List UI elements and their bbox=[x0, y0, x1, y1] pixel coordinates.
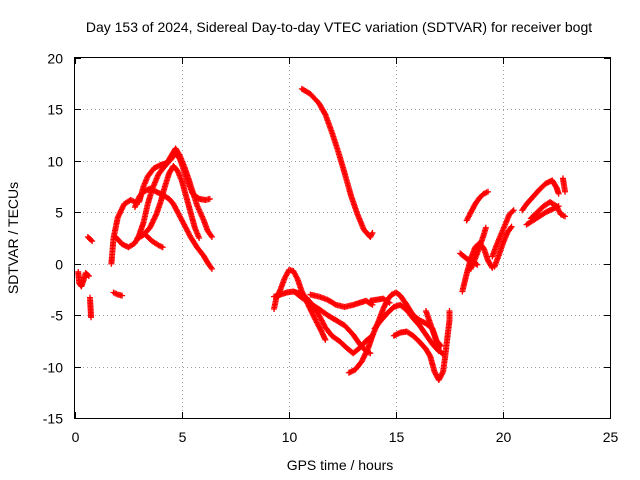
y-tick-label: 15 bbox=[47, 102, 63, 118]
plot-frame bbox=[74, 57, 611, 419]
data-point bbox=[562, 188, 569, 195]
data-point bbox=[208, 232, 215, 239]
data-point bbox=[88, 237, 95, 244]
data-point bbox=[386, 299, 393, 306]
data-point bbox=[88, 314, 95, 321]
data-point bbox=[473, 260, 480, 267]
series-arc-8 bbox=[136, 145, 215, 240]
series-arc-27 bbox=[519, 177, 562, 214]
y-tick-label: -5 bbox=[51, 308, 64, 324]
series-arc-10 bbox=[142, 231, 166, 251]
data-point bbox=[113, 290, 120, 297]
data-point bbox=[510, 207, 517, 214]
data-point bbox=[440, 351, 447, 358]
data-point bbox=[206, 195, 213, 202]
series-arc-18 bbox=[367, 295, 393, 306]
series-arc-22 bbox=[463, 188, 492, 224]
axis-ticks: 0 5 10 15 20 25 -15 -10 -5 0 5 10 15 20 bbox=[43, 51, 619, 446]
data-point bbox=[485, 188, 492, 195]
data-point bbox=[507, 224, 514, 231]
series-arc-26 bbox=[491, 223, 515, 270]
x-tick-label: 25 bbox=[603, 429, 619, 445]
y-tick-label: -15 bbox=[43, 411, 63, 427]
data-point bbox=[474, 261, 481, 268]
series-arc-4 bbox=[110, 289, 126, 299]
data-point bbox=[369, 229, 376, 236]
x-axis-label: GPS time / hours bbox=[287, 457, 394, 473]
x-tick-label: 5 bbox=[179, 429, 187, 445]
series-arc-25 bbox=[489, 207, 517, 260]
series-arc-15 bbox=[307, 291, 376, 310]
data-point bbox=[482, 224, 489, 231]
data-point bbox=[208, 264, 215, 271]
data-point bbox=[176, 151, 183, 158]
data-point bbox=[321, 110, 328, 117]
data-point bbox=[555, 190, 562, 197]
data-point bbox=[439, 350, 446, 357]
series-arc-20 bbox=[422, 308, 447, 358]
x-tick-label: 10 bbox=[282, 429, 298, 445]
series-arc-30 bbox=[559, 175, 569, 195]
data-point bbox=[446, 308, 453, 315]
y-axis-label: SDTVAR / TECUs bbox=[5, 182, 21, 294]
series-arc-29 bbox=[527, 199, 569, 222]
data-point bbox=[89, 238, 96, 245]
data-point bbox=[119, 292, 126, 299]
y-tick-label: 5 bbox=[55, 205, 63, 221]
data-point bbox=[508, 223, 515, 230]
data-point bbox=[562, 213, 569, 220]
data-point bbox=[196, 235, 203, 241]
x-tick-label: 15 bbox=[389, 429, 405, 445]
data-point bbox=[322, 336, 329, 343]
series-arc-3 bbox=[86, 294, 95, 321]
data-point bbox=[509, 208, 516, 215]
x-tick-label: 20 bbox=[496, 429, 512, 445]
series-arc-24 bbox=[457, 250, 481, 268]
data-point bbox=[85, 273, 92, 280]
y-tick-label: 0 bbox=[55, 257, 63, 273]
series-arc-11 bbox=[298, 85, 376, 240]
y-tick-label: 20 bbox=[47, 51, 63, 67]
chart-title: Day 153 of 2024, Sidereal Day-to-day VTE… bbox=[86, 19, 592, 35]
series-arc-1 bbox=[75, 268, 92, 290]
series-arc-12 bbox=[271, 266, 329, 343]
grid bbox=[75, 58, 610, 418]
series-arc-9 bbox=[134, 163, 203, 243]
y-tick-label: 10 bbox=[47, 154, 63, 170]
data-point bbox=[385, 298, 392, 305]
series-arc-2 bbox=[84, 233, 96, 245]
data-points bbox=[75, 85, 569, 383]
data-point bbox=[208, 265, 215, 272]
series-arc-14 bbox=[292, 289, 374, 357]
data-point bbox=[84, 272, 91, 279]
x-tick-label: 0 bbox=[72, 429, 80, 445]
data-point bbox=[159, 244, 166, 251]
y-tick-label: -10 bbox=[43, 360, 63, 376]
series-arc-19 bbox=[390, 308, 453, 383]
data-point bbox=[208, 233, 215, 240]
